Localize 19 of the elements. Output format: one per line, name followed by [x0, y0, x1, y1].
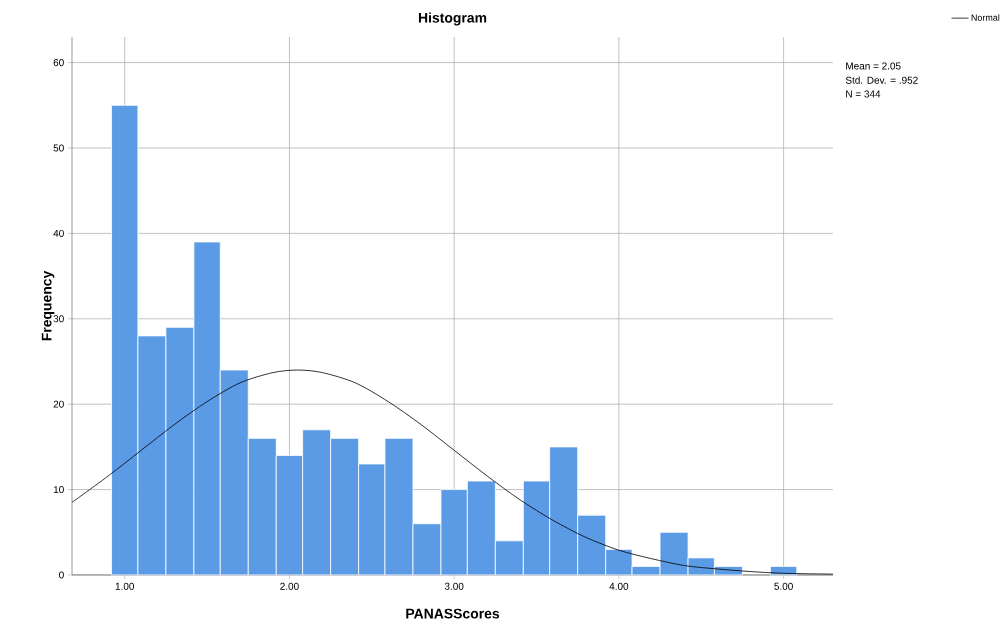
y-tick-label: 60	[53, 59, 64, 67]
y-tick-label: 20	[53, 400, 64, 408]
y-tick-label: 0	[59, 571, 64, 579]
text: Std. Dev. = .952	[845, 76, 918, 84]
text: Mean = 2.05	[846, 62, 901, 70]
x-tick-label: 1.00	[115, 582, 135, 590]
x-tick-label: 2.00	[280, 582, 299, 590]
x-tick-label: 4.00	[609, 582, 629, 590]
x-tick-label: 5.00	[774, 582, 793, 590]
y-tick-label: 30	[53, 315, 64, 323]
y-tick-label: 50	[53, 144, 64, 152]
text: N = 344	[846, 90, 881, 98]
chart-title: Histogram	[418, 12, 487, 26]
y-tick-label: 40	[53, 229, 64, 237]
x-tick-label: 3.00	[444, 582, 464, 590]
y-axis-title: Frequency	[41, 270, 55, 341]
x-axis-title: PANASScores	[406, 608, 500, 619]
legend-label: Normal	[971, 14, 1000, 21]
y-tick-label: 10	[53, 486, 64, 494]
